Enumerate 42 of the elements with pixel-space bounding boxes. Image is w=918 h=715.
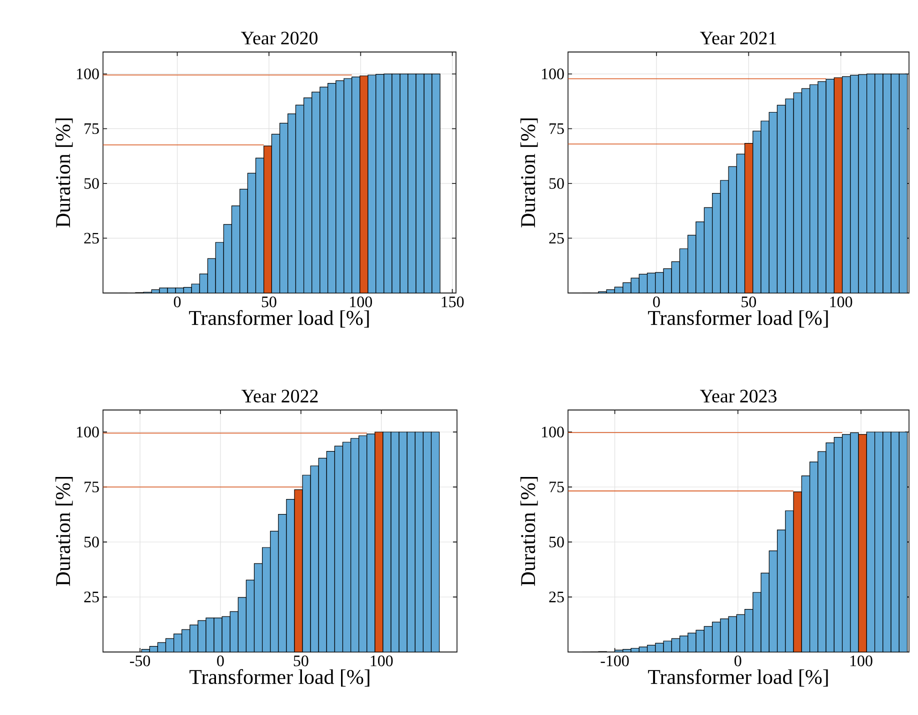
x-tick-label: -100 xyxy=(600,656,629,666)
x-tick-label: 0 xyxy=(734,656,742,666)
x-axis-title: Transformer load [%] xyxy=(189,310,369,328)
x-tick-label: 100 xyxy=(350,296,372,308)
x-tick-label: 50 xyxy=(742,296,756,308)
x-axis-title: Transformer load [%] xyxy=(648,310,828,328)
y-axis-title: Duration [%] xyxy=(520,118,538,228)
x-tick-label: -50 xyxy=(130,656,150,666)
y-tick-label: 25 xyxy=(84,232,99,244)
y-tick-label: 25 xyxy=(549,592,564,602)
x-tick-label: 0 xyxy=(653,296,660,308)
x-tick-label: 0 xyxy=(217,656,224,666)
x-tick-label: 100 xyxy=(850,656,872,666)
y-tick-label: 75 xyxy=(550,482,564,492)
y-tick-label: 100 xyxy=(542,426,564,438)
y-tick-label: 100 xyxy=(542,68,564,80)
y-tick-label: 50 xyxy=(84,536,99,548)
x-tick-label: 50 xyxy=(262,296,276,308)
y-axis-title: Duration [%] xyxy=(55,477,73,586)
x-tick-label: 150 xyxy=(442,296,464,308)
y-tick-label: 50 xyxy=(549,536,564,548)
y-tick-label: 75 xyxy=(84,482,99,492)
y-tick-label: 50 xyxy=(549,178,564,189)
y-tick-label: 50 xyxy=(84,178,99,189)
x-axis-title: Transformer load [%] xyxy=(648,669,828,687)
y-tick-label: 100 xyxy=(76,68,99,80)
x-tick-label: 100 xyxy=(370,656,393,666)
x-tick-label: 100 xyxy=(830,296,852,308)
y-tick-label: 25 xyxy=(84,592,99,602)
y-axis-title: Duration [%] xyxy=(55,118,73,228)
chart-title: Year 2023 xyxy=(700,390,776,403)
chart-title: Year 2020 xyxy=(240,32,318,44)
chart-title: Year 2022 xyxy=(241,390,318,403)
y-axis-title: Duration [%] xyxy=(520,477,538,586)
x-tick-label: 0 xyxy=(174,296,181,308)
chart-title: Year 2021 xyxy=(700,32,776,44)
x-tick-label: 50 xyxy=(294,656,308,666)
y-tick-label: 25 xyxy=(549,232,564,244)
y-tick-label: 75 xyxy=(550,123,564,134)
x-axis-title: Transformer load [%] xyxy=(190,669,370,687)
y-tick-label: 100 xyxy=(76,426,99,438)
y-tick-label: 75 xyxy=(84,123,99,134)
